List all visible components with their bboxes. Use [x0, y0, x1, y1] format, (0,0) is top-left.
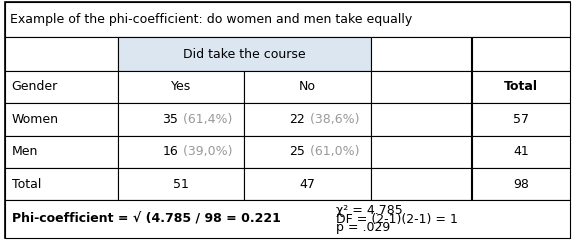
Text: 57: 57 — [513, 113, 529, 126]
Text: Total: Total — [12, 178, 41, 191]
Text: (61,4%): (61,4%) — [179, 113, 233, 126]
Bar — [244, 136, 371, 168]
Bar — [371, 37, 471, 71]
Text: DF = (2-1)(2-1) = 1: DF = (2-1)(2-1) = 1 — [336, 213, 458, 226]
Bar — [472, 136, 570, 168]
Bar — [371, 168, 471, 200]
Bar — [5, 136, 118, 168]
Text: (38,6%): (38,6%) — [306, 113, 359, 126]
Text: Phi-coefficient = √ (4.785 / 98 = 0.221: Phi-coefficient = √ (4.785 / 98 = 0.221 — [12, 213, 281, 226]
Bar — [118, 37, 371, 71]
Bar — [371, 136, 471, 168]
Bar — [472, 168, 570, 200]
Bar — [5, 168, 118, 200]
Bar — [5, 71, 118, 103]
Text: (61,0%): (61,0%) — [306, 145, 359, 158]
Bar — [5, 200, 570, 238]
Bar — [244, 168, 371, 200]
Text: Women: Women — [12, 113, 59, 126]
Text: 98: 98 — [513, 178, 529, 191]
Text: 47: 47 — [300, 178, 316, 191]
Text: Yes: Yes — [171, 80, 191, 94]
Bar — [371, 103, 471, 136]
Text: 51: 51 — [173, 178, 189, 191]
Bar — [244, 71, 371, 103]
Bar — [5, 37, 118, 71]
Bar — [472, 71, 570, 103]
Text: Total: Total — [504, 80, 538, 94]
Bar — [472, 37, 570, 71]
Bar — [118, 136, 244, 168]
Bar — [244, 103, 371, 136]
Text: 25: 25 — [289, 145, 305, 158]
Text: p = .029: p = .029 — [336, 221, 390, 234]
Text: No: No — [299, 80, 316, 94]
Text: (39,0%): (39,0%) — [179, 145, 233, 158]
Bar — [5, 103, 118, 136]
Bar — [118, 103, 244, 136]
Bar — [371, 71, 471, 103]
Text: 22: 22 — [289, 113, 305, 126]
Bar — [5, 2, 570, 37]
Text: Example of the phi-coefficient: do women and men take equally: Example of the phi-coefficient: do women… — [10, 13, 413, 26]
Bar — [472, 103, 570, 136]
Text: Men: Men — [12, 145, 38, 158]
Bar — [118, 168, 244, 200]
Text: Did take the course: Did take the course — [183, 48, 306, 60]
Text: χ² = 4.785: χ² = 4.785 — [336, 204, 403, 217]
Text: 35: 35 — [162, 113, 178, 126]
Bar — [118, 71, 244, 103]
Text: Gender: Gender — [12, 80, 58, 94]
Text: 16: 16 — [163, 145, 178, 158]
Text: 41: 41 — [513, 145, 529, 158]
